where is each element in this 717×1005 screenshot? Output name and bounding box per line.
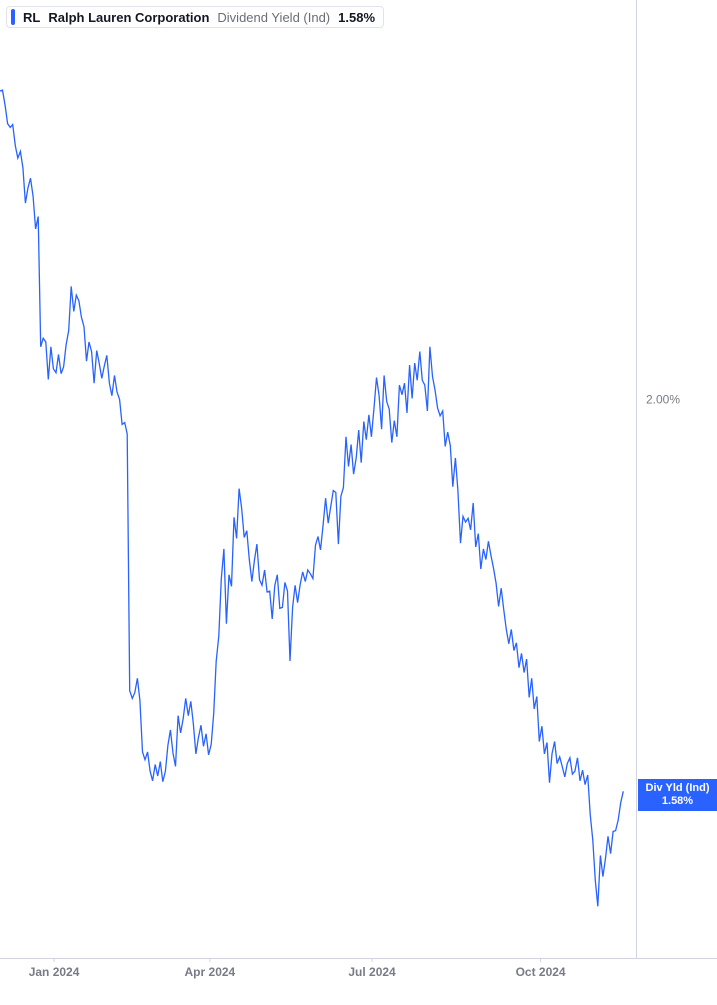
price-tag: Div Yld (Ind) 1.58% xyxy=(638,779,717,810)
chart-area[interactable]: Jan 2024 Apr 2024 Jul 2024 Oct 2024 2.00% xyxy=(0,0,717,1005)
y-ticks-group: 2.00% xyxy=(646,392,680,406)
chart-svg: Jan 2024 Apr 2024 Jul 2024 Oct 2024 2.00% xyxy=(0,0,717,1005)
line-series xyxy=(0,90,623,906)
svg-text:Oct 2024: Oct 2024 xyxy=(516,965,566,979)
x-ticks-group: Jan 2024 Apr 2024 Jul 2024 Oct 2024 xyxy=(29,958,566,979)
svg-text:Jul 2024: Jul 2024 xyxy=(348,965,396,979)
price-tag-label: Div Yld (Ind) xyxy=(644,782,711,795)
svg-text:2.00%: 2.00% xyxy=(646,392,680,406)
price-tag-value: 1.58% xyxy=(644,795,711,808)
svg-text:Jan 2024: Jan 2024 xyxy=(29,965,80,979)
svg-text:Apr 2024: Apr 2024 xyxy=(185,965,236,979)
